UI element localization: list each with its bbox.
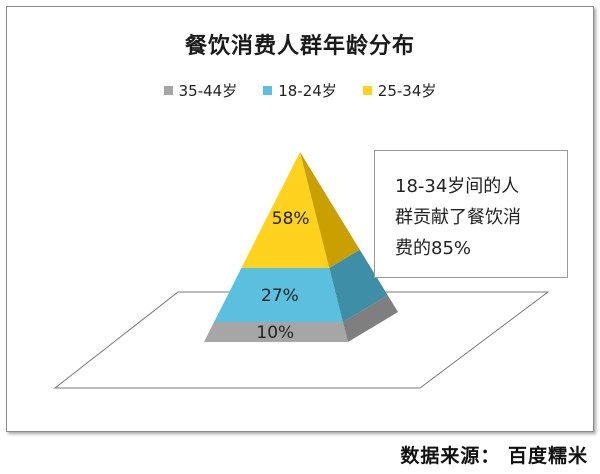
pyramid-segment-front-0 [204,322,348,342]
segment-label-1: 27% [261,286,299,306]
pyramid-segment-front-1 [214,268,343,322]
legend-label-1: 18-24岁 [278,82,337,100]
legend-swatch-0 [163,86,173,95]
annotation-text: 18-34岁间的人 群贡献了餐饮消 费的85% [395,171,555,264]
annotation-line-0: 18-34岁间的人 [395,176,520,197]
legend-item-0: 35-44岁 [163,80,238,101]
segment-label-2: 58% [272,209,310,229]
segment-label-0: 10% [256,323,294,343]
chart-title: 餐饮消费人群年龄分布 [184,34,415,59]
pyramid-segment-front-2 [241,152,330,268]
annotation-box: 18-34岁间的人 群贡献了餐饮消 费的85% [374,150,568,278]
pyramid-segment-side-2 [300,152,360,268]
chart-legend: 35-44岁 18-24岁 25-34岁 [0,80,600,101]
pyramid-segment-side-1 [329,249,388,322]
annotation-line-1: 群贡献了餐饮消 [395,207,521,228]
legend-swatch-1 [263,86,273,95]
pyramid-segment-side-0 [342,295,398,342]
legend-label-2: 25-34岁 [377,82,437,100]
legend-item-1: 18-24岁 [263,80,337,101]
legend-swatch-2 [362,86,372,95]
legend-item-2: 25-34岁 [362,80,437,101]
data-source: 数据来源： 百度糯米 [400,445,588,467]
annotation-line-2: 费的85% [395,238,472,259]
legend-label-0: 35-44岁 [178,82,238,100]
